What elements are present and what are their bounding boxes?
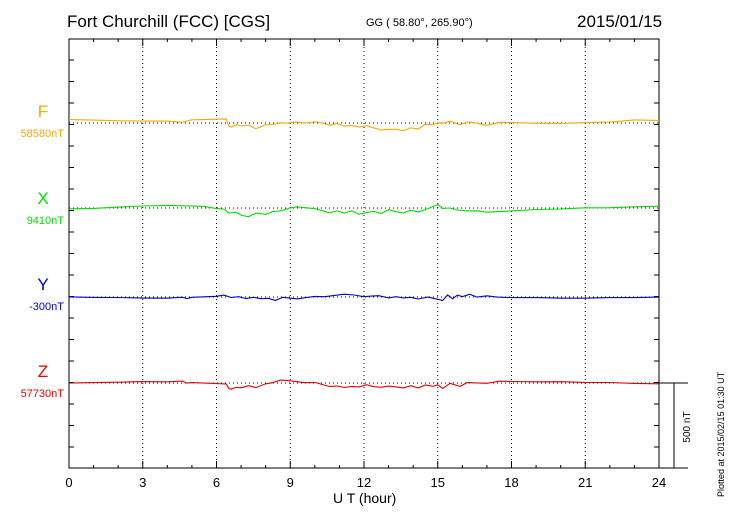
x-tick-label: 9 (287, 475, 294, 490)
grid (69, 39, 659, 468)
x-tick-label: 24 (652, 475, 666, 490)
axis-ticks: 0 3 6 9 12 15 18 21 24 (65, 39, 666, 490)
series-baseline-label-Z: 57730nT (21, 388, 65, 400)
x-tick-label: 3 (139, 475, 146, 490)
series-baseline-label-F: 58580nT (21, 128, 65, 140)
x-tick-label: 12 (357, 475, 371, 490)
x-axis-label: U T (hour) (333, 490, 397, 506)
series-line-F (68, 118, 660, 132)
x-tick-label: 6 (213, 475, 220, 490)
x-tick-label: 21 (578, 475, 592, 490)
series-line-Y (68, 293, 660, 302)
x-tick-label: 0 (65, 475, 72, 490)
series-name-Y: Y (37, 275, 48, 294)
series-name-Z: Z (38, 362, 48, 381)
x-tick-label: 18 (504, 475, 518, 490)
series-name-X: X (37, 189, 48, 208)
station-title: Fort Churchill (FCC) [CGS] (67, 12, 271, 31)
scale-bar: 500 nT (659, 382, 693, 469)
series-layer: F 58580nT X 9410nT Y -300nT Z 57730nT (21, 102, 660, 400)
series-baseline-label-Y: -300nT (29, 301, 64, 313)
plotted-timestamp: Plotted at 2015/02/15 01:30 UT (716, 371, 726, 497)
series-line-X (68, 203, 660, 218)
series-baseline-label-X: 9410nT (27, 215, 65, 227)
scale-bar-label: 500 nT (682, 411, 693, 442)
coordinates-label: GG ( 58.80°, 265.90°) (366, 17, 473, 29)
x-tick-label: 15 (431, 475, 445, 490)
series-line-Z (68, 379, 660, 390)
date-label: 2015/01/15 (577, 12, 663, 31)
series-name-F: F (38, 102, 48, 121)
